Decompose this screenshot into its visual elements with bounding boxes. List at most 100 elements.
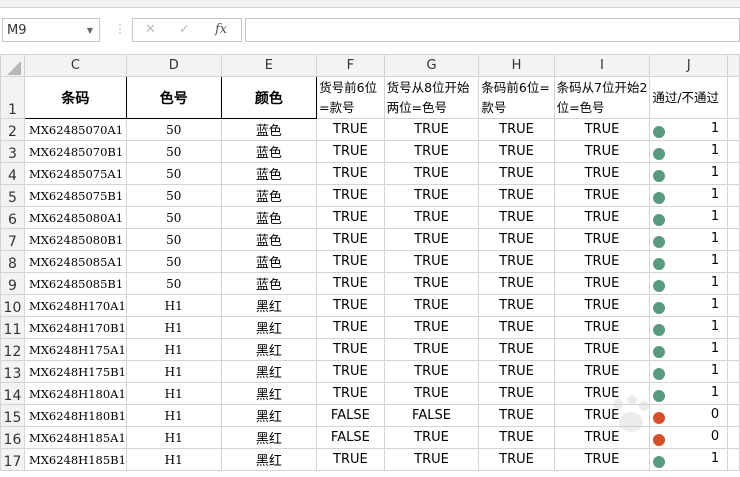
cell-color-code[interactable]: H1 bbox=[125, 382, 222, 405]
cell-f[interactable]: TRUE bbox=[316, 228, 385, 251]
row-header[interactable]: 13 bbox=[0, 360, 25, 383]
cell[interactable] bbox=[727, 250, 740, 273]
cell-g[interactable]: TRUE bbox=[383, 272, 480, 295]
cell-i[interactable]: TRUE bbox=[553, 140, 651, 163]
cell-i[interactable]: TRUE bbox=[553, 426, 651, 449]
cell-pass-fail[interactable]: 1 bbox=[649, 162, 729, 185]
cell-f[interactable]: TRUE bbox=[316, 316, 385, 339]
cell-color-code[interactable]: 50 bbox=[125, 272, 222, 295]
header-cell-H[interactable]: 条码前6位=款号 bbox=[478, 76, 555, 119]
header-cell-G[interactable]: 货号从8位开始两位=色号 bbox=[383, 76, 480, 119]
cell-g[interactable]: TRUE bbox=[383, 206, 480, 229]
cell-color-code[interactable]: 50 bbox=[125, 140, 222, 163]
cell-h[interactable]: TRUE bbox=[478, 118, 555, 141]
cell-pass-fail[interactable]: 1 bbox=[649, 118, 729, 141]
row-header[interactable]: 16 bbox=[0, 426, 25, 449]
row-header-1[interactable]: 1 bbox=[0, 76, 25, 119]
cell-h[interactable]: TRUE bbox=[478, 272, 555, 295]
column-header-F[interactable]: F bbox=[316, 54, 385, 77]
column-header-C[interactable]: C bbox=[23, 54, 127, 77]
cell-h[interactable]: TRUE bbox=[478, 162, 555, 185]
cell-color[interactable]: 蓝色 bbox=[220, 140, 318, 163]
cell-color-code[interactable]: H1 bbox=[125, 338, 222, 361]
cell-h[interactable]: TRUE bbox=[478, 316, 555, 339]
cell-i[interactable]: TRUE bbox=[553, 294, 651, 317]
enter-icon[interactable]: ✓ bbox=[179, 22, 190, 37]
cell-f[interactable]: TRUE bbox=[316, 184, 385, 207]
row-header[interactable]: 10 bbox=[0, 294, 25, 317]
cell-barcode[interactable]: MX62485080A1 bbox=[23, 206, 127, 229]
cell-barcode[interactable]: MX62485085A1 bbox=[23, 250, 127, 273]
cell-color[interactable]: 蓝色 bbox=[220, 206, 318, 229]
cell-pass-fail[interactable]: 1 bbox=[649, 140, 729, 163]
cell-i[interactable]: TRUE bbox=[553, 338, 651, 361]
column-header-J[interactable]: J bbox=[649, 54, 729, 77]
cell-color[interactable]: 蓝色 bbox=[220, 118, 318, 141]
cell-pass-fail[interactable]: 0 bbox=[649, 426, 729, 449]
cell-f[interactable]: FALSE bbox=[316, 404, 385, 427]
cell-i[interactable]: TRUE bbox=[553, 118, 651, 141]
cell-barcode[interactable]: MX62485080B1 bbox=[23, 228, 127, 251]
cell-h[interactable]: TRUE bbox=[478, 360, 555, 383]
cell-pass-fail[interactable]: 1 bbox=[649, 448, 729, 471]
cell[interactable] bbox=[727, 426, 740, 449]
cell-color[interactable]: 蓝色 bbox=[220, 272, 318, 295]
cell-h[interactable]: TRUE bbox=[478, 228, 555, 251]
cell-i[interactable]: TRUE bbox=[553, 382, 651, 405]
cell-h[interactable]: TRUE bbox=[478, 448, 555, 471]
cell-h[interactable]: TRUE bbox=[478, 184, 555, 207]
cell-g[interactable]: TRUE bbox=[383, 360, 480, 383]
cell-g[interactable]: TRUE bbox=[383, 382, 480, 405]
row-header[interactable]: 3 bbox=[0, 140, 25, 163]
cell-g[interactable]: TRUE bbox=[383, 448, 480, 471]
column-header-I[interactable]: I bbox=[553, 54, 651, 77]
cell-color-code[interactable]: 50 bbox=[125, 228, 222, 251]
name-box[interactable]: M9 ▼ bbox=[2, 18, 100, 42]
cell-color[interactable]: 蓝色 bbox=[220, 184, 318, 207]
row-header[interactable]: 11 bbox=[0, 316, 25, 339]
cell-color-code[interactable]: 50 bbox=[125, 162, 222, 185]
row-header[interactable]: 4 bbox=[0, 162, 25, 185]
cell-f[interactable]: TRUE bbox=[316, 294, 385, 317]
cell[interactable] bbox=[727, 118, 740, 141]
header-cell-D[interactable]: 色号 bbox=[125, 76, 222, 119]
cell-g[interactable]: FALSE bbox=[383, 404, 480, 427]
column-header-D[interactable]: D bbox=[125, 54, 222, 77]
row-header[interactable]: 7 bbox=[0, 228, 25, 251]
cell-i[interactable]: TRUE bbox=[553, 184, 651, 207]
cell-barcode[interactable]: MX6248H175B1 bbox=[23, 360, 127, 383]
cell-color-code[interactable]: 50 bbox=[125, 250, 222, 273]
cell-h[interactable]: TRUE bbox=[478, 404, 555, 427]
cell-color[interactable]: 蓝色 bbox=[220, 162, 318, 185]
cell-f[interactable]: TRUE bbox=[316, 360, 385, 383]
cell-pass-fail[interactable]: 0 bbox=[649, 404, 729, 427]
cell-i[interactable]: TRUE bbox=[553, 360, 651, 383]
cell[interactable] bbox=[727, 404, 740, 427]
cell-f[interactable]: TRUE bbox=[316, 382, 385, 405]
cell-color-code[interactable]: H1 bbox=[125, 426, 222, 449]
cell[interactable] bbox=[727, 338, 740, 361]
cell-color[interactable]: 蓝色 bbox=[220, 228, 318, 251]
row-header[interactable]: 8 bbox=[0, 250, 25, 273]
cell-i[interactable]: TRUE bbox=[553, 250, 651, 273]
fx-icon[interactable]: fx bbox=[215, 22, 228, 37]
cell-color-code[interactable]: H1 bbox=[125, 448, 222, 471]
cell[interactable] bbox=[727, 360, 740, 383]
cell-f[interactable]: TRUE bbox=[316, 338, 385, 361]
row-header[interactable]: 9 bbox=[0, 272, 25, 295]
row-header[interactable]: 2 bbox=[0, 118, 25, 141]
cell-pass-fail[interactable]: 1 bbox=[649, 228, 729, 251]
cell-color[interactable]: 蓝色 bbox=[220, 250, 318, 273]
cell-f[interactable]: TRUE bbox=[316, 118, 385, 141]
cell-g[interactable]: TRUE bbox=[383, 162, 480, 185]
cell[interactable] bbox=[727, 184, 740, 207]
cell-color[interactable]: 黑红 bbox=[220, 448, 318, 471]
cell-f[interactable]: FALSE bbox=[316, 426, 385, 449]
cell-barcode[interactable]: MX6248H180B1 bbox=[23, 404, 127, 427]
cell-f[interactable]: TRUE bbox=[316, 272, 385, 295]
chevron-down-icon[interactable]: ▼ bbox=[86, 26, 93, 35]
cell-color-code[interactable]: H1 bbox=[125, 294, 222, 317]
cell-g[interactable]: TRUE bbox=[383, 426, 480, 449]
cell-h[interactable]: TRUE bbox=[478, 382, 555, 405]
cell-pass-fail[interactable]: 1 bbox=[649, 250, 729, 273]
